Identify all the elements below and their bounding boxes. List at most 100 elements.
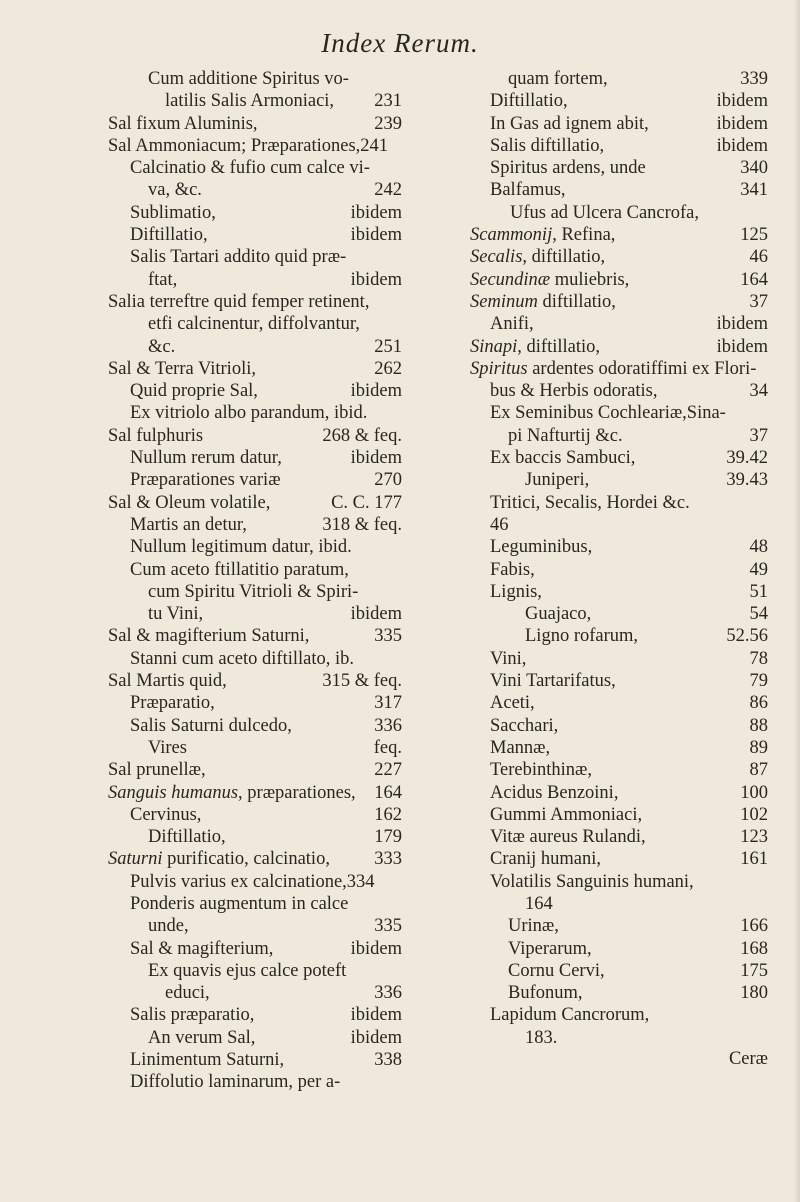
entry-text: Salis Saturni dulcedo, — [130, 715, 292, 737]
entry-text: Diftillatio, — [490, 90, 568, 112]
entry-text: Scammonij, Refina, — [470, 224, 615, 246]
entry-text: Ex quavis ejus calce poteft — [148, 960, 346, 982]
entry-label: Bufonum, — [508, 983, 583, 1004]
entry-label: Ex vitriolo albo parandum, ibid. — [130, 403, 368, 424]
page-reference: 336 — [374, 983, 402, 1004]
entry-label: Diftillatio, — [490, 91, 568, 112]
page-reference: 87 — [749, 760, 769, 781]
index-entry: Cranij humani, 161 — [470, 848, 768, 870]
entry-label: Sacchari, — [490, 715, 559, 736]
index-entry: Scammonij, Refina, 125 — [470, 224, 768, 246]
index-entry: Sublimatio, ibidem — [108, 202, 402, 224]
entry-text: Stanni cum aceto diftillato, ib. — [130, 648, 354, 670]
entry-label: 164 — [525, 893, 553, 914]
page-reference: 180 — [740, 983, 768, 1004]
index-entry: Sinapi, diftillatio, ibidem — [470, 336, 768, 358]
entry-label: Salis diftillatio, — [490, 135, 605, 156]
entry-label: Sal & magifterium, — [130, 938, 274, 959]
entry-label: Salis Saturni dulcedo, — [130, 715, 292, 736]
entry-text: Sal prunellæ, — [108, 759, 206, 781]
page-reference: ibidem — [716, 113, 768, 134]
index-entry: Cum additione Spiritus vo- — [108, 68, 402, 90]
page-reference: 166 — [740, 916, 768, 937]
page-reference: ibidem — [350, 1005, 402, 1026]
entry-label: etfi calcinentur, diffolvantur, — [148, 314, 360, 335]
entry-label: Juniperi, — [525, 470, 590, 491]
entry-italic: Saturni — [108, 849, 163, 870]
index-entry: Gummi Ammoniaci, 102 — [470, 804, 768, 826]
index-entry: Mannæ, 89 — [470, 737, 768, 759]
page-reference: 336 — [374, 715, 402, 736]
index-entry: Cervinus, 162 — [108, 804, 402, 826]
entry-label: Lapidum Cancrorum, — [490, 1005, 650, 1026]
entry-text: Nullum rerum datur, — [130, 447, 282, 469]
page-reference: 339 — [740, 69, 768, 89]
entry-text: Cum additione Spiritus vo- — [148, 68, 349, 90]
index-entry: tu Vini, ibidem — [108, 603, 402, 625]
index-entry: Sacchari, 88 — [470, 715, 768, 737]
page-reference: 102 — [740, 804, 768, 825]
index-entry: Pulvis varius ex calcinatione,334 — [108, 871, 402, 893]
index-entry: Secalis, diftillatio, 46 — [470, 246, 768, 268]
page-reference: 54 — [749, 604, 769, 625]
entry-label: Sal fixum Aluminis, — [108, 113, 258, 134]
index-entry: Bufonum, 180 — [470, 982, 768, 1004]
page-reference: 39.43 — [726, 470, 768, 491]
page-reference: 39.42 — [726, 448, 768, 469]
index-entry: unde, 335 — [108, 915, 402, 937]
page-reference: ibidem — [350, 269, 402, 290]
entry-text: Volatilis Sanguinis humani, — [490, 871, 694, 893]
index-entry: &c. 251 — [108, 336, 402, 358]
running-header: Index Rerum. — [321, 28, 479, 58]
index-entry: Linimentum Saturni, 338 — [108, 1049, 402, 1071]
page-reference: 100 — [740, 782, 768, 803]
entry-text: Sinapi, diftillatio, — [470, 336, 600, 358]
entry-text: Nullum legitimum datur, ibid. — [130, 536, 352, 558]
page-reference: 242 — [374, 180, 402, 201]
entry-text: Secundinæ muliebris, — [470, 269, 629, 291]
entry-text: Lignis, — [490, 581, 542, 603]
entry-text: Sal Martis quid, — [108, 670, 227, 692]
entry-text: Salis præparatio, — [130, 1004, 254, 1026]
index-entry: 164 — [470, 893, 768, 915]
index-entry: Sal & Oleum volatile, C. C. 177 — [108, 492, 402, 514]
index-entry: Lignis, 51 — [470, 581, 768, 603]
page-reference: 89 — [749, 737, 769, 758]
entry-text: pi Nafturtij &c. — [508, 425, 623, 447]
page-reference: 251 — [374, 336, 402, 357]
index-entry: Salis diftillatio, ibidem — [470, 135, 768, 157]
page-reference: 164 — [740, 269, 768, 290]
entry-label: Vitæ aureus Rulandi, — [490, 827, 646, 848]
page-reference: ibidem — [716, 314, 768, 335]
entry-text: Saturni purificatio, calcinatio, — [108, 848, 330, 870]
entry-label: Lignis, — [490, 581, 542, 602]
index-entry: va, &c. 242 — [108, 179, 402, 201]
entry-label: Mannæ, — [490, 737, 551, 758]
entry-text: Aceti, — [490, 692, 535, 714]
entry-text: Sal & magifterium Saturni, — [108, 625, 309, 647]
entry-label: Terebinthinæ, — [490, 760, 592, 781]
entry-label: muliebris, — [550, 269, 630, 290]
index-entry: Sanguis humanus, præparationes, 164 — [108, 782, 402, 804]
entry-label: quam fortem, — [508, 69, 608, 89]
index-entry: quam fortem, 339 — [470, 68, 768, 90]
index-entry: Præparationes variæ 270 — [108, 469, 402, 491]
entry-text: Diftillatio, — [130, 224, 208, 246]
index-entry: etfi calcinentur, diffolvantur, — [108, 313, 402, 335]
page-reference: 51 — [749, 581, 769, 602]
entry-text: In Gas ad ignem abit, — [490, 113, 649, 135]
page-edge — [794, 0, 800, 1202]
page-reference: feq. — [373, 737, 402, 758]
entry-text: Balfamus, — [490, 179, 566, 201]
entry-label: Martis an detur, — [130, 514, 247, 535]
entry-label: Ex Seminibus Cochleariæ,Sina- — [490, 403, 726, 424]
entry-label: educi, — [165, 983, 210, 1004]
index-entry: Terebinthinæ, 87 — [470, 759, 768, 781]
entry-label: Sal & Terra Vitrioli, — [108, 358, 256, 379]
page-reference: 268 & feq. — [322, 425, 402, 446]
index-entry: Anifi, ibidem — [470, 313, 768, 335]
entry-text: Salia terreftre quid femper retinent, — [108, 291, 369, 313]
index-entry: Ponderis augmentum in calce — [108, 893, 402, 915]
index-entry: pi Nafturtij &c. 37 — [470, 425, 768, 447]
right-column: quam fortem, 339 Diftillatio, ibidem In Gas … — [470, 68, 768, 1049]
